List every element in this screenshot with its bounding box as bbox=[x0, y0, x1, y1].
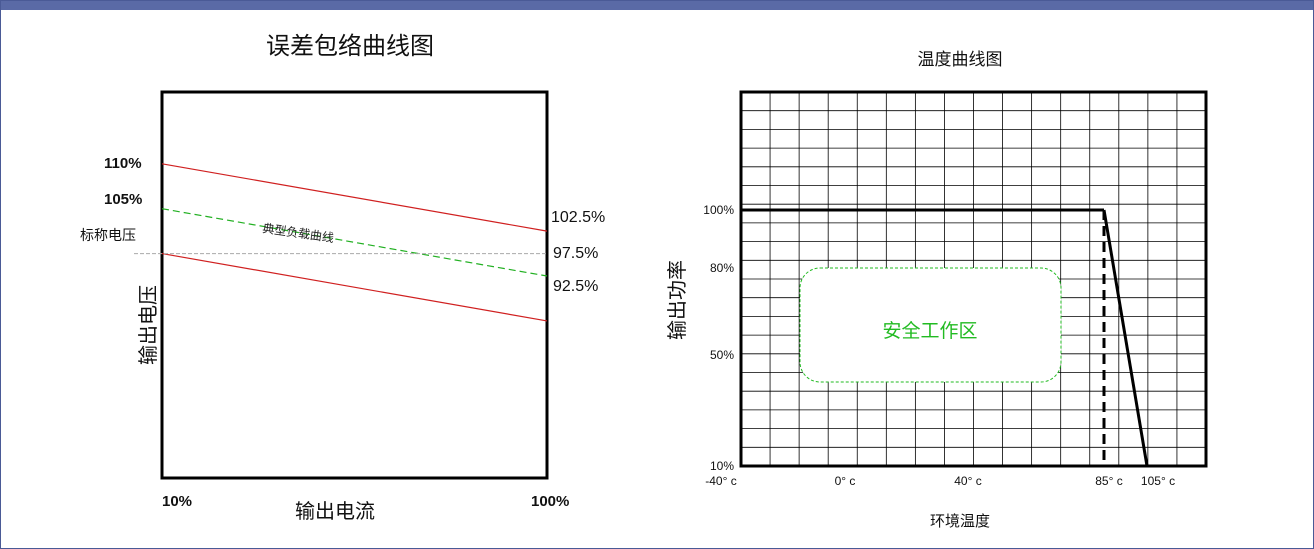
y-left-label-110: 110% bbox=[104, 155, 142, 172]
series-group bbox=[161, 163, 548, 322]
y-right-label-97-5: 97.5% bbox=[553, 245, 598, 262]
series-line-2 bbox=[161, 252, 548, 322]
plot-frame bbox=[160, 90, 549, 480]
y-right-label-92-5: 92.5% bbox=[553, 278, 598, 295]
y-left-label-105: 105% bbox=[104, 191, 142, 208]
chart-title: 误差包络曲线图 bbox=[266, 32, 434, 60]
y-right-label-102-5: 102.5% bbox=[551, 209, 605, 226]
header-bar bbox=[0, 0, 1314, 10]
error-envelope-chart: 误差包络曲线图 典型负载曲线 110% 105% 标称电压 102.5% 97.… bbox=[80, 32, 605, 523]
x-tick-10: 10% bbox=[162, 493, 192, 510]
x-axis-label: 输出电流 bbox=[295, 499, 375, 523]
y-axis-label: 输出电压 bbox=[136, 285, 160, 365]
series-line-0 bbox=[161, 163, 548, 232]
x-tick-100: 100% bbox=[531, 493, 569, 510]
y-left-label-nominal: 标称电压 bbox=[80, 228, 136, 244]
series-line-1 bbox=[161, 208, 548, 277]
